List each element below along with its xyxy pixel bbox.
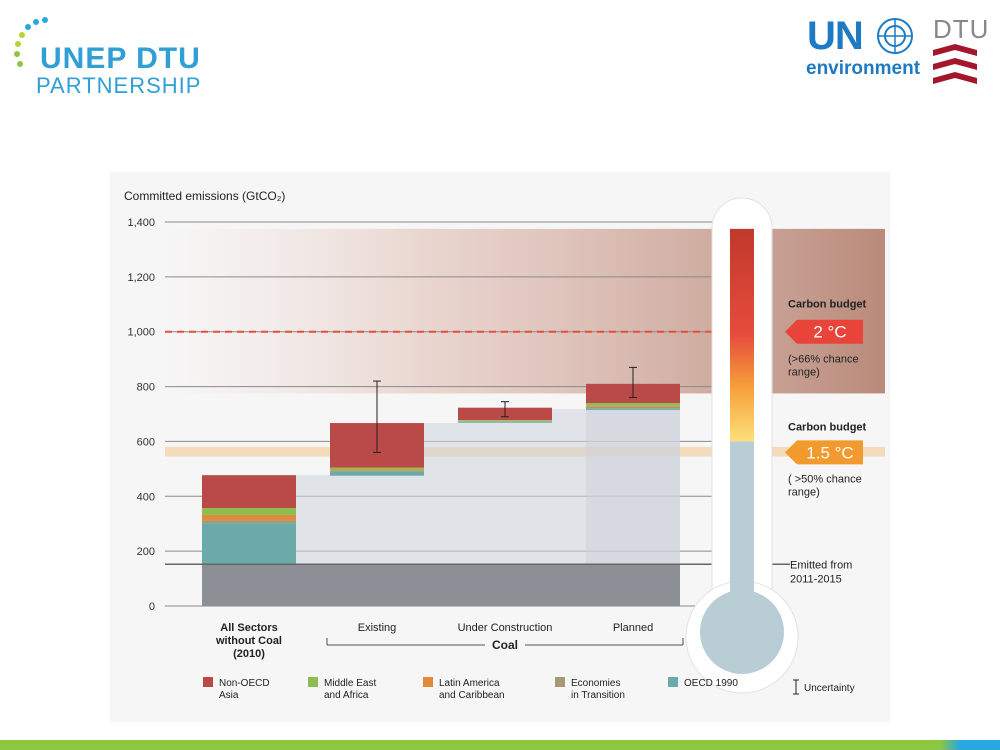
legend-label: Middle East (324, 678, 376, 689)
legend-uncertainty-label: Uncertainty (804, 683, 855, 694)
legend-label: and Africa (324, 690, 369, 701)
bar-segment-oecd_1990 (586, 408, 680, 410)
bar-segment-oecd_1990 (458, 421, 552, 423)
logo-line2: PARTNERSHIP (36, 73, 202, 98)
legend-swatch-non_oecd_asia (203, 677, 213, 687)
x-category-label: Under Construction (458, 622, 553, 634)
thermometer-tube-base (730, 460, 754, 605)
emitted-base-block (202, 564, 680, 606)
budget-15c-label: Carbon budget (788, 421, 867, 433)
budget-2c-note: range) (788, 367, 820, 379)
y-tick-label: 400 (137, 491, 155, 503)
x-category-label: All Sectors (220, 622, 277, 634)
emitted-label: 2011-2015 (790, 573, 842, 585)
budget-15c-badge-text: 1.5 °C (806, 443, 853, 462)
x-category-label: (2010) (233, 648, 265, 660)
emitted-label: Emitted from (790, 559, 852, 571)
x-category-label: without Coal (215, 635, 282, 647)
legend-swatch-middle_east_africa (308, 677, 318, 687)
budget-2c-band (165, 228, 885, 394)
legend-label: Non-OECD (219, 678, 270, 689)
y-tick-label: 1,200 (127, 272, 155, 284)
bar-segment-middle_east_africa (202, 508, 296, 515)
env-logo-text: environment (806, 58, 921, 79)
thermometer-bulb (700, 590, 784, 674)
budget-15c-badge-shape (785, 440, 863, 465)
legend-label: and Caribbean (439, 690, 505, 701)
budget-2c-badge-text: 2 °C (813, 323, 846, 342)
dtu-logo: DTU (925, 14, 988, 90)
footer-bar (0, 740, 1000, 750)
legend-label: in Transition (571, 690, 625, 701)
bar-segment-economies_transition (202, 520, 296, 524)
logo-dots-icon (14, 17, 48, 67)
y-tick-label: 1,400 (127, 217, 155, 229)
bar-segment-middle_east_africa (586, 403, 680, 406)
bar-segment-oecd_1990 (330, 471, 424, 476)
y-tick-label: 0 (149, 601, 155, 613)
y-tick-label: 600 (137, 436, 155, 448)
budget-15c-note: ( >50% chance (788, 473, 862, 485)
bar-segment-economies_transition (586, 406, 680, 409)
committed-area (586, 409, 680, 565)
coal-group-label: Coal (492, 638, 518, 652)
bar-segment-economies_transition (458, 421, 552, 422)
legend-swatch-economies_transition (555, 677, 565, 687)
dtu-emblem-icon (933, 44, 977, 84)
legend-label: Latin America (439, 678, 500, 689)
bar-segment-latin_america (202, 514, 296, 521)
coal-label-bg (485, 638, 525, 652)
bar-segment-middle_east_africa (458, 420, 552, 421)
legend-label: OECD 1990 (684, 678, 738, 689)
y-tick-label: 1,000 (127, 327, 155, 339)
un-logo-text: UN (807, 14, 864, 58)
y-tick-label: 800 (137, 382, 155, 394)
un-environment-logo: UN environment (805, 14, 920, 80)
y-tick-label: 200 (137, 546, 155, 558)
dtu-logo-text: DTU (933, 14, 990, 44)
legend-swatch-latin_america (423, 677, 433, 687)
budget-15c-note: range) (788, 486, 820, 498)
budget-2c-label: Carbon budget (788, 299, 867, 311)
bar-segment-economies_transition (330, 470, 424, 472)
thermometer-tube-warm (730, 228, 754, 442)
logo-line1: UNEP DTU (40, 42, 201, 75)
budget-2c-badge-shape (785, 319, 863, 344)
legend-swatch-oecd_1990 (668, 677, 678, 687)
x-category-label: Planned (613, 622, 653, 634)
x-category-label: Existing (358, 622, 397, 634)
committed-emissions-chart: 0 200 400 600 800 1,000 1,200 1,400 Committed em… (110, 172, 890, 722)
y-axis-title: Committed emissions (GtCO₂) (124, 189, 285, 203)
legend-label: Economies (571, 678, 620, 689)
unep-dtu-logo: UNEP DTU PARTNERSHIP (10, 12, 210, 98)
bar-segment-latin_america (586, 405, 680, 407)
legend-label: Asia (219, 690, 239, 701)
committed-area (424, 423, 552, 565)
bar-segment-latin_america (330, 469, 424, 471)
bar-segment-non_oecd_asia (202, 475, 296, 509)
bar-segment-oecd_1990 (202, 523, 296, 565)
un-emblem-icon (877, 18, 913, 54)
committed-area (296, 475, 424, 565)
bar-segment-middle_east_africa (330, 467, 424, 470)
budget-2c-note: (>66% chance (788, 354, 859, 366)
